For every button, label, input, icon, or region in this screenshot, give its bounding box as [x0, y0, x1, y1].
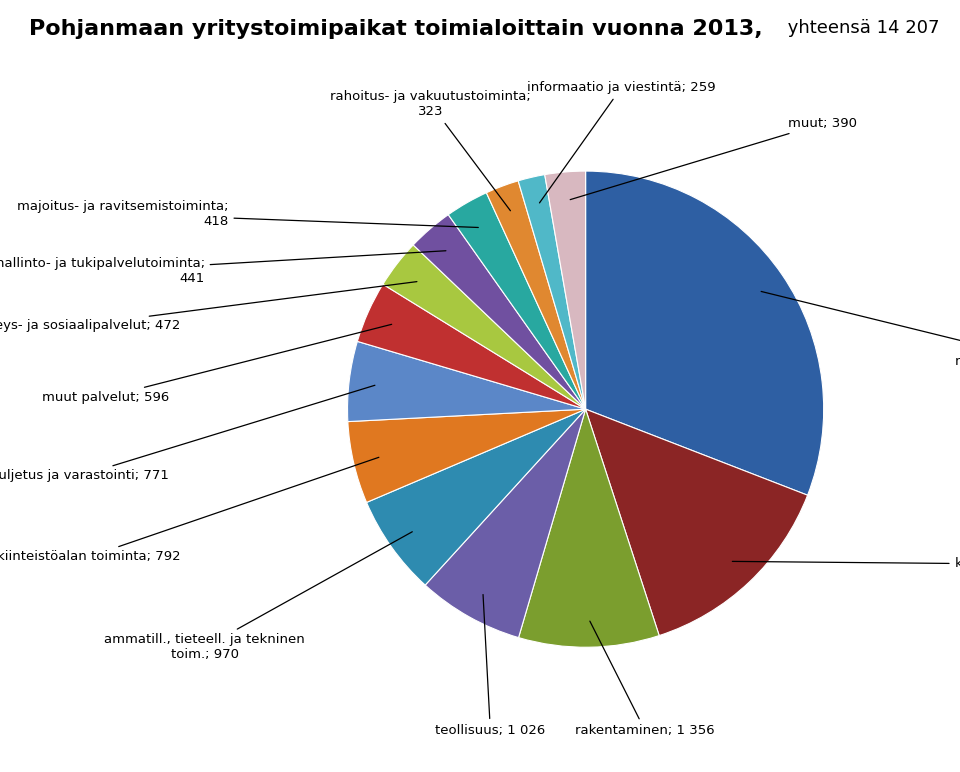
Text: muut palvelut; 596: muut palvelut; 596 [41, 324, 392, 404]
Text: majoitus- ja ravitsemistoiminta;
418: majoitus- ja ravitsemistoiminta; 418 [17, 200, 478, 228]
Text: hallinto- ja tukipalvelutoiminta;
441: hallinto- ja tukipalvelutoiminta; 441 [0, 251, 445, 285]
Text: kuljetus ja varastointi; 771: kuljetus ja varastointi; 771 [0, 385, 375, 482]
Wedge shape [357, 284, 586, 409]
Wedge shape [518, 409, 660, 647]
Wedge shape [348, 341, 586, 422]
Wedge shape [448, 193, 586, 409]
Text: kauppa; 2 005: kauppa; 2 005 [732, 557, 960, 571]
Text: maa- ja metsätalous; 4 388: maa- ja metsätalous; 4 388 [761, 292, 960, 368]
Text: Pohjanmaan yritystoimipaikat toimialoittain vuonna 2013,: Pohjanmaan yritystoimipaikat toimialoitt… [29, 19, 762, 39]
Text: teollisuus; 1 026: teollisuus; 1 026 [435, 594, 545, 737]
Wedge shape [425, 409, 586, 638]
Text: terveys- ja sosiaalipalvelut; 472: terveys- ja sosiaalipalvelut; 472 [0, 282, 417, 332]
Text: yhteensä 14 207: yhteensä 14 207 [782, 19, 940, 37]
Wedge shape [383, 245, 586, 409]
Wedge shape [586, 171, 824, 495]
Wedge shape [367, 409, 586, 585]
Text: rahoitus- ja vakuutustoiminta;
323: rahoitus- ja vakuutustoiminta; 323 [330, 90, 531, 211]
Wedge shape [518, 174, 586, 409]
Text: muut; 390: muut; 390 [570, 117, 857, 200]
Wedge shape [586, 409, 807, 635]
Wedge shape [413, 215, 586, 409]
Text: rakentaminen; 1 356: rakentaminen; 1 356 [575, 621, 715, 737]
Wedge shape [487, 181, 586, 409]
Text: ammatill., tieteell. ja tekninen
toim.; 970: ammatill., tieteell. ja tekninen toim.; … [105, 532, 412, 662]
Wedge shape [544, 171, 586, 409]
Text: kiinteistöalan toiminta; 792: kiinteistöalan toiminta; 792 [0, 457, 379, 564]
Wedge shape [348, 409, 586, 503]
Text: informaatio ja viestintä; 259: informaatio ja viestintä; 259 [527, 81, 715, 203]
